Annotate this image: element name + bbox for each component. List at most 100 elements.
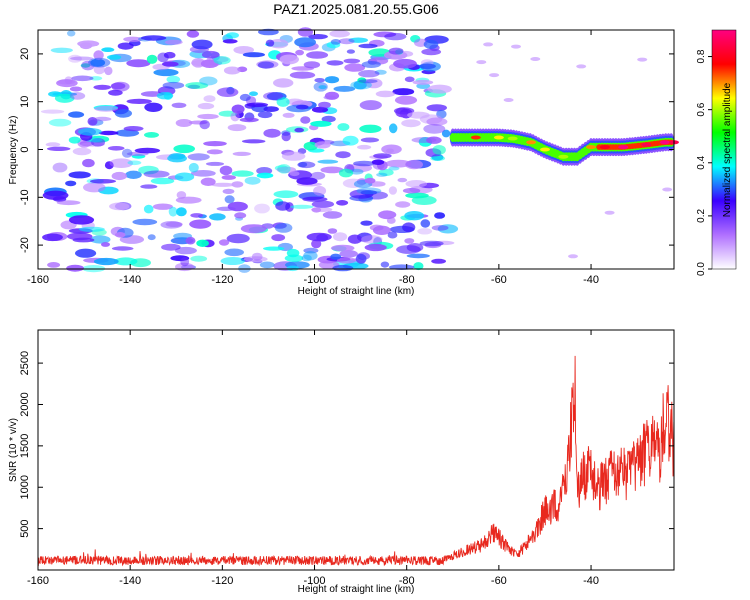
noise-blob (166, 75, 181, 84)
noise-blob (175, 119, 193, 127)
noise-blob (294, 127, 305, 133)
noise-blob (381, 144, 402, 155)
noise-blob (402, 222, 416, 233)
noise-blob (302, 196, 328, 202)
noise-blob (219, 165, 233, 176)
noise-blob (426, 117, 448, 126)
noise-blob (294, 37, 316, 48)
noise-blob (388, 47, 404, 55)
noise-blob (94, 105, 118, 112)
noise-blob (197, 113, 219, 120)
colorbar-tick-label: 0.6 (696, 102, 707, 116)
noise-blob (330, 244, 355, 252)
noise-blob (417, 228, 433, 235)
noise-blob (358, 43, 378, 49)
noise-blob (388, 186, 397, 195)
spectrogram-x-ticks: -160 -140 -120 -100 -80 -60 -40 (27, 30, 599, 286)
noise-blob (346, 49, 355, 54)
noise-blob (123, 126, 144, 132)
noise-blob (98, 130, 119, 136)
spectrogram-x-label: Height of straight line (km) (298, 286, 415, 297)
noise-blob (174, 172, 195, 182)
noise-blob (67, 30, 76, 37)
ridge-peak (659, 140, 670, 145)
noise-blob (296, 104, 309, 110)
noise-blob (206, 149, 223, 155)
y-tick-label: 1500 (19, 434, 31, 458)
noise-blob (185, 236, 196, 245)
noise-blob (75, 248, 97, 258)
noise-blob (301, 254, 312, 262)
snr-series-line (37, 355, 675, 567)
noise-blob (138, 165, 159, 175)
noise-blob (423, 39, 439, 50)
noise-blob (355, 253, 367, 264)
noise-blob (373, 31, 397, 38)
noise-blob (114, 109, 132, 118)
noise-blob (164, 39, 183, 45)
noise-blob (385, 159, 412, 168)
noise-blob (107, 146, 125, 151)
noise-blob (211, 182, 235, 187)
noise-blob (271, 234, 286, 242)
noise-blob (68, 215, 95, 225)
noise-blob (54, 93, 75, 103)
colorbar-ticks: 0.0 0.2 0.4 0.6 0.8 (696, 49, 712, 276)
noise-blob (332, 264, 354, 272)
noise-blob (246, 102, 269, 108)
noise-blob (144, 102, 163, 113)
noise-blob (144, 132, 159, 138)
noise-blob (174, 246, 197, 255)
noise-blob (203, 141, 227, 147)
noise-blob (256, 172, 274, 179)
noise-blob (176, 191, 187, 199)
noise-blob (157, 52, 169, 63)
noise-blob (132, 218, 158, 226)
noise-blob (257, 111, 273, 119)
noise-blob (113, 257, 138, 266)
noise-blob (286, 265, 300, 272)
colorbar: 0.0 0.2 0.4 0.6 0.8 Normalized spectral ampl… (696, 29, 737, 276)
noise-blob (259, 261, 275, 269)
noise-blob (56, 200, 81, 206)
noise-blob (373, 153, 392, 159)
noise-blob (223, 66, 241, 75)
noise-blob (406, 253, 430, 259)
noise-blob (300, 116, 311, 124)
noise-blob (405, 192, 429, 199)
noise-blob (476, 60, 487, 65)
noise-blob (576, 64, 587, 69)
noise-blob (306, 232, 332, 242)
noise-blob (226, 32, 239, 39)
noise-blob (126, 98, 152, 104)
noise-blob (335, 151, 351, 159)
noise-blob (127, 160, 142, 166)
noise-blob (356, 187, 382, 195)
noise-blob (421, 48, 442, 56)
noise-blob (376, 172, 388, 177)
noise-blob (171, 102, 187, 109)
noise-blob (333, 85, 356, 92)
x-tick-label: -60 (491, 575, 507, 587)
noise-blob (397, 177, 408, 183)
noise-blob (404, 211, 425, 221)
noise-blob (324, 76, 340, 84)
ridge-peak (526, 140, 537, 145)
noise-blob (162, 81, 185, 89)
noise-blob (364, 243, 387, 252)
spectrogram-signal-ridge (449, 128, 679, 166)
noise-blob (344, 63, 366, 72)
noise-blob (143, 204, 154, 214)
noise-blob (232, 151, 251, 156)
noise-blob (386, 217, 396, 224)
noise-blob (72, 147, 92, 156)
noise-blob (90, 179, 116, 184)
noise-blob (330, 39, 341, 45)
noise-blob (327, 228, 338, 234)
noise-blob (109, 202, 130, 211)
noise-blob (243, 256, 268, 262)
noise-blob (68, 171, 91, 179)
noise-blob (314, 78, 326, 83)
x-tick-label: -40 (583, 575, 599, 587)
